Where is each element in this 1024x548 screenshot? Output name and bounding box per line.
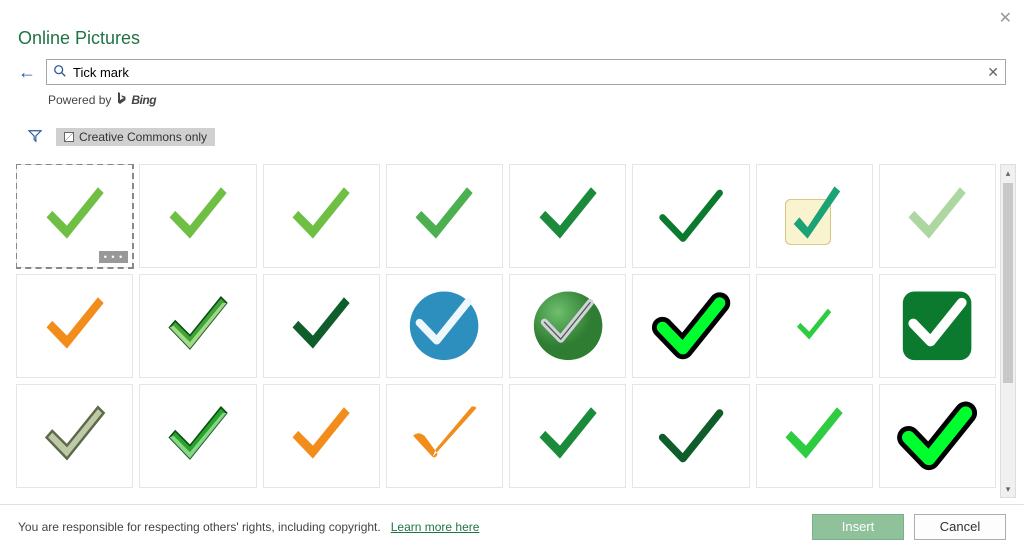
cancel-button[interactable]: Cancel [914, 514, 1006, 540]
result-tile[interactable] [879, 274, 996, 378]
result-tile[interactable] [139, 384, 256, 488]
bing-text: Bing [131, 93, 156, 107]
result-tile[interactable] [139, 274, 256, 378]
result-tile[interactable] [263, 384, 380, 488]
scroll-thumb[interactable] [1003, 183, 1013, 383]
powered-by: Powered by Bing [0, 89, 1024, 108]
search-icon [53, 64, 67, 81]
result-tile[interactable] [16, 274, 133, 378]
result-tile[interactable] [756, 384, 873, 488]
result-tile[interactable] [632, 274, 749, 378]
bing-logo-icon [115, 91, 127, 108]
result-tile[interactable] [386, 384, 503, 488]
back-button[interactable]: ← [18, 62, 36, 83]
close-icon[interactable]: ✕ [999, 8, 1012, 28]
result-tile[interactable] [879, 164, 996, 268]
scroll-down-icon[interactable]: ▾ [1001, 481, 1015, 497]
insert-button[interactable]: Insert [812, 514, 904, 540]
result-tile[interactable] [386, 274, 503, 378]
dialog-title: Online Pictures [0, 0, 1024, 49]
clear-search-icon[interactable]: ✕ [987, 64, 999, 81]
result-tile[interactable] [509, 274, 626, 378]
footer: You are responsible for respecting other… [0, 504, 1024, 548]
result-tile[interactable] [632, 164, 749, 268]
creative-commons-toggle[interactable]: Creative Commons only [56, 128, 215, 146]
result-tile[interactable] [386, 164, 503, 268]
search-row: ← ✕ [0, 49, 1024, 89]
result-tile[interactable] [16, 164, 133, 268]
result-tile[interactable] [16, 384, 133, 488]
result-tile[interactable] [509, 164, 626, 268]
results-grid [16, 164, 996, 488]
filter-icon[interactable] [28, 129, 42, 146]
filter-row: Creative Commons only [0, 108, 1024, 156]
result-tile[interactable] [263, 274, 380, 378]
result-tile[interactable] [509, 384, 626, 488]
result-tile[interactable] [263, 164, 380, 268]
checkbox-icon [64, 132, 74, 142]
search-box[interactable]: ✕ [46, 59, 1006, 85]
results-area [16, 164, 996, 498]
learn-more-link[interactable]: Learn more here [391, 520, 480, 534]
search-input[interactable] [73, 65, 987, 80]
powered-by-text: Powered by [48, 93, 111, 107]
result-tile[interactable] [632, 384, 749, 488]
result-tile[interactable] [756, 274, 873, 378]
result-tile[interactable] [756, 164, 873, 268]
result-tile[interactable] [139, 164, 256, 268]
scroll-up-icon[interactable]: ▴ [1001, 165, 1015, 181]
result-tile[interactable] [879, 384, 996, 488]
footer-text: You are responsible for respecting other… [18, 520, 381, 534]
scrollbar[interactable]: ▴ ▾ [1000, 164, 1016, 498]
cc-label: Creative Commons only [79, 130, 207, 144]
